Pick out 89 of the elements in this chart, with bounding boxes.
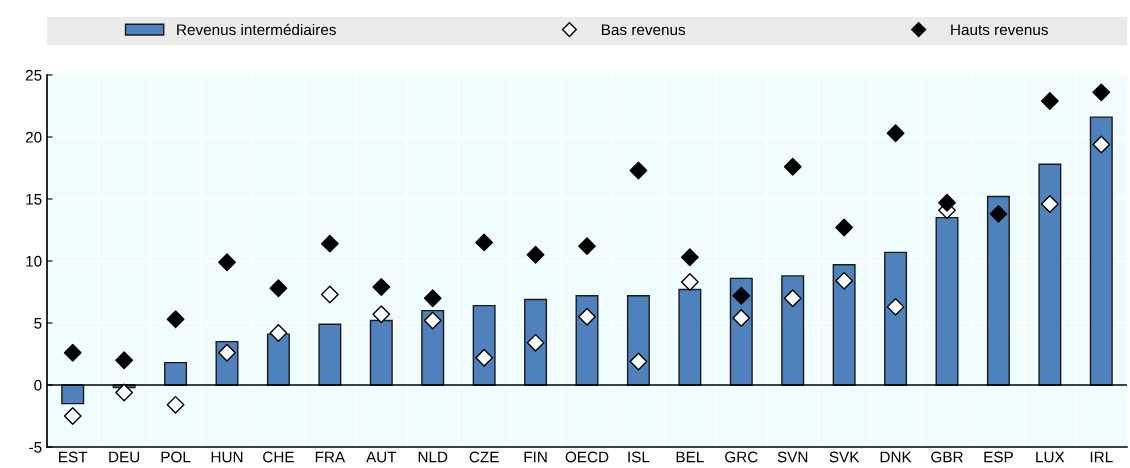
point	[578, 307, 596, 326]
point	[1040, 195, 1059, 213]
point	[269, 324, 288, 342]
point	[166, 395, 185, 414]
x-tick-label: GRC	[725, 451, 758, 463]
point	[115, 383, 134, 402]
point	[1040, 92, 1059, 110]
point	[218, 343, 236, 362]
x-tick-label: CHE	[263, 451, 294, 463]
y-tick-label: 10	[26, 255, 42, 267]
x-tick-label: BEL	[676, 451, 704, 463]
bar	[575, 295, 599, 386]
point	[886, 124, 905, 143]
bar	[164, 361, 188, 386]
bar	[781, 275, 805, 386]
x-tick-label: EST	[59, 451, 88, 463]
point	[372, 278, 391, 296]
bar	[884, 251, 908, 386]
y-tick-label: 25	[25, 69, 42, 81]
bar	[986, 195, 1010, 386]
point	[320, 234, 339, 253]
point	[269, 279, 288, 298]
x-tick-label: NLD	[418, 451, 448, 463]
point	[1092, 83, 1111, 102]
x-tick-label: GBR	[931, 451, 963, 463]
bar	[61, 384, 85, 405]
point	[166, 310, 185, 329]
point	[218, 253, 236, 272]
point	[372, 305, 391, 324]
y-tick-label: -5	[29, 442, 42, 453]
point	[115, 351, 134, 370]
point	[886, 297, 905, 316]
y-tick-label: 0	[34, 379, 42, 391]
bar	[935, 216, 959, 386]
legend-label: Bas revenus	[601, 24, 686, 36]
point	[680, 273, 699, 291]
x-tick-label: CZE	[469, 451, 499, 463]
point	[783, 289, 802, 308]
point	[63, 407, 82, 425]
x-tick-label: POL	[161, 451, 191, 463]
x-tick-label: LUX	[1036, 451, 1065, 463]
bar	[1089, 116, 1113, 386]
x-tick-label: DEU	[109, 451, 140, 463]
point	[475, 233, 494, 252]
point	[320, 285, 339, 304]
point	[423, 289, 442, 308]
point	[938, 193, 956, 212]
x-tick-label: ESP	[984, 451, 1013, 463]
point	[475, 348, 494, 367]
x-tick-label: AUT	[366, 451, 397, 463]
point	[526, 333, 545, 352]
x-tick-label: OECD	[565, 451, 609, 463]
bar	[626, 295, 650, 386]
bar	[421, 309, 445, 386]
point	[526, 245, 545, 264]
point	[835, 271, 854, 290]
legend-label: Revenus intermédiaires	[177, 23, 336, 36]
point	[989, 204, 1008, 223]
bar	[524, 298, 548, 386]
x-tick-label: IRL	[1090, 451, 1113, 463]
legend-label: Hauts revenus	[951, 24, 1048, 36]
y-tick-label: 20	[25, 131, 42, 143]
point	[835, 218, 854, 237]
bar	[1038, 163, 1062, 386]
point	[629, 352, 648, 371]
bar	[472, 304, 496, 386]
point	[1092, 135, 1111, 154]
bar	[318, 323, 342, 386]
bar	[832, 264, 856, 386]
x-tick-label: ISL	[628, 451, 650, 463]
y-tick-label: 15	[26, 194, 42, 205]
y-tick-label: 5	[34, 318, 42, 329]
point	[423, 311, 442, 330]
point	[63, 343, 82, 362]
bar	[369, 319, 393, 386]
x-tick-label: SVK	[829, 451, 860, 463]
point	[578, 237, 596, 256]
bar	[678, 288, 702, 386]
point	[629, 161, 648, 180]
point	[680, 248, 699, 267]
x-tick-label: HUN	[211, 451, 243, 463]
bar	[266, 333, 290, 386]
point	[732, 286, 751, 305]
x-tick-label: FIN	[524, 451, 547, 463]
x-tick-label: DNK	[880, 451, 912, 463]
x-tick-label: SVN	[777, 451, 808, 463]
x-tick-label: FRA	[315, 451, 346, 463]
point	[783, 157, 802, 176]
point	[732, 309, 751, 327]
